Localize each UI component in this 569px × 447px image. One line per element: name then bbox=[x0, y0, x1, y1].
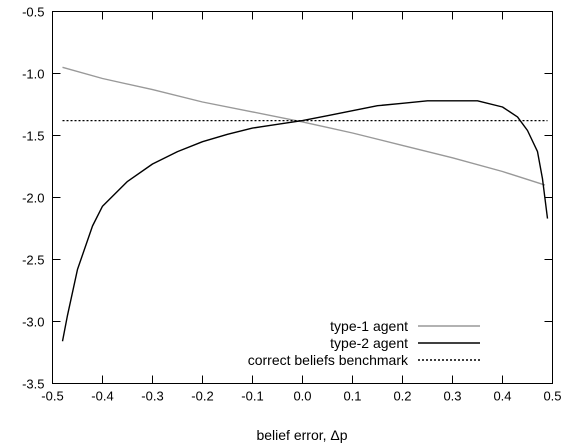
legend-label: correct beliefs benchmark bbox=[248, 352, 409, 368]
plot-frame bbox=[52, 11, 553, 384]
series-layer bbox=[61, 66, 549, 342]
x-tick-label: -0.3 bbox=[141, 389, 163, 404]
x-tick-label: 0.3 bbox=[443, 389, 461, 404]
x-tick-label: 0.1 bbox=[343, 389, 361, 404]
axis-ticks: -0.5 -0.4 -0.3 -0.2 -0.1 0.0 0.1 0.2 0.3 0.4 0.5 -0… bbox=[22, 5, 561, 404]
x-tick-label: 0.0 bbox=[293, 389, 311, 404]
x-tick-label: -0.2 bbox=[191, 389, 213, 404]
x-tick-label: 0.2 bbox=[393, 389, 411, 404]
y-tick-label: -2.0 bbox=[22, 191, 44, 206]
y-tick-label: -1.0 bbox=[22, 67, 44, 82]
x-tick-label: -0.1 bbox=[241, 389, 263, 404]
x-tick-label: -0.4 bbox=[91, 389, 113, 404]
y-tick-label: -3.5 bbox=[22, 377, 44, 392]
legend-label: type-1 agent bbox=[330, 318, 408, 334]
x-tick-label: 0.5 bbox=[543, 389, 561, 404]
series-line-2 bbox=[61, 100, 549, 342]
x-axis-title: belief error, Δp bbox=[256, 427, 347, 443]
y-tick-label: -3.0 bbox=[22, 315, 44, 330]
y-tick-label: -0.5 bbox=[22, 5, 44, 20]
x-tick-label: 0.4 bbox=[493, 389, 511, 404]
series-line-1 bbox=[62, 66, 546, 186]
x-tick-label: -0.5 bbox=[41, 389, 63, 404]
y-tick-label: -2.5 bbox=[22, 253, 44, 268]
legend-label: type-2 agent bbox=[330, 335, 408, 351]
y-tick-label: -1.5 bbox=[22, 129, 44, 144]
